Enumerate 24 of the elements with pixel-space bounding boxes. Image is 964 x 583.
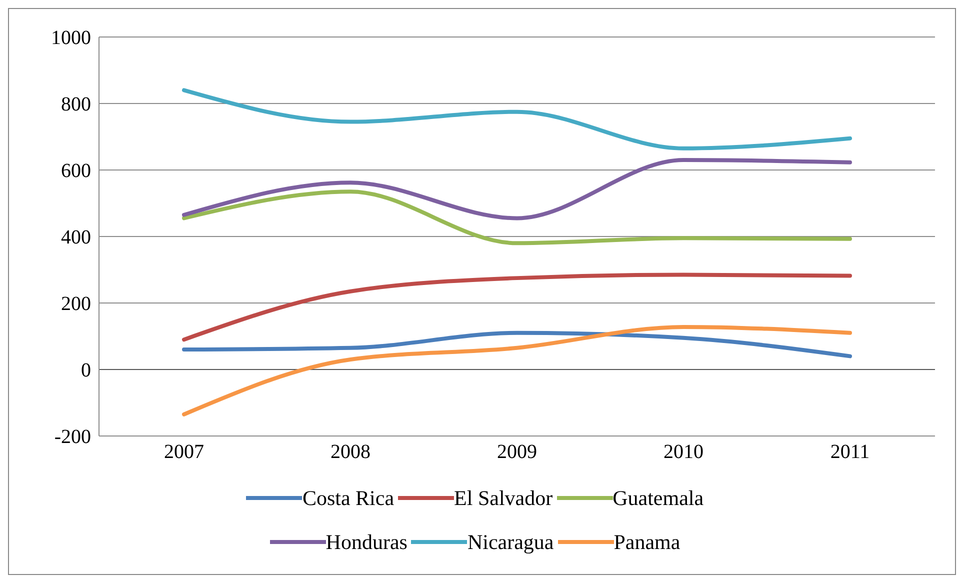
legend-label: Panama: [614, 529, 680, 556]
y-tick-label: 0: [81, 360, 91, 382]
line-series: [182, 272, 852, 342]
legend-label: El Salvador: [454, 485, 553, 512]
line-series: [182, 158, 852, 220]
x-tick-label: 2011: [830, 441, 870, 464]
line-series: [182, 190, 852, 246]
y-tick-label: 200: [61, 293, 91, 316]
x-tick-label: 2009: [497, 441, 537, 464]
legend-label: Honduras: [326, 529, 408, 556]
legend-label: Nicaragua: [467, 529, 554, 556]
y-tick-label: 1000: [51, 27, 91, 50]
y-tick-label: 800: [61, 94, 91, 116]
x-tick-label: 2010: [664, 441, 704, 464]
line-series: [182, 330, 852, 358]
line-series: [182, 88, 852, 150]
y-tick-label: 400: [61, 226, 91, 249]
x-tick-label: 2007: [164, 441, 204, 464]
line-series: [182, 324, 852, 416]
y-tick-label: -200: [54, 426, 91, 448]
legend-label: Guatemala: [612, 485, 704, 512]
legend-label: Costa Rica: [302, 485, 394, 512]
x-tick-label: 2008: [330, 441, 370, 464]
y-tick-label: 600: [61, 160, 91, 182]
